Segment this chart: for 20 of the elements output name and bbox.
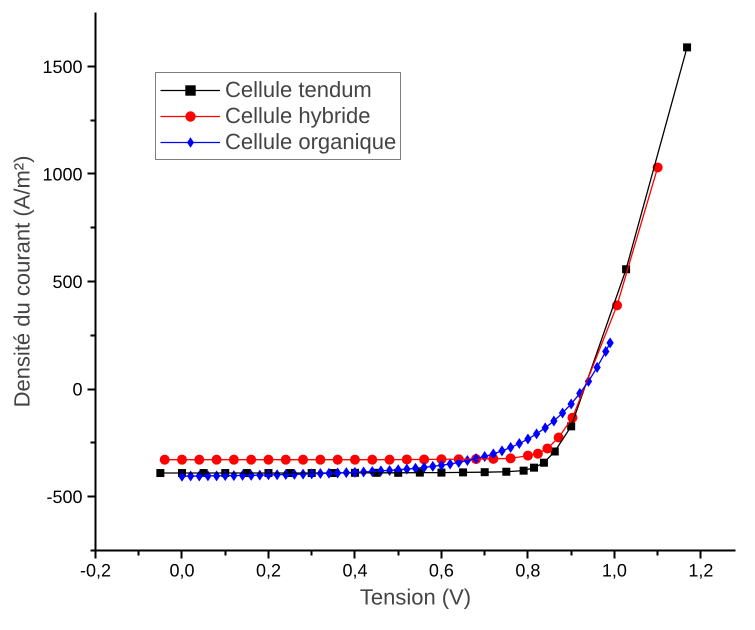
x-tick-label: -0,2: [80, 560, 112, 580]
legend-label: Cellule organique: [225, 129, 396, 155]
x-axis-title: Tension (V): [360, 584, 472, 610]
x-tick-label: 0,4: [342, 560, 368, 580]
legend-label: Cellule tendum: [225, 77, 372, 103]
y-tick-label: -500: [46, 487, 83, 508]
y-tick-label: 1500: [42, 56, 83, 77]
point: [683, 43, 692, 52]
x-tick-label: 1,2: [688, 560, 714, 580]
legend-label: Cellule hybride: [225, 103, 371, 129]
x-tick-label: 1,0: [602, 560, 627, 580]
y-axis-title: Densité du courant (A/m²): [9, 156, 34, 408]
y-tick-label: 0: [72, 380, 83, 400]
y-tick-label: 1000: [42, 164, 83, 184]
x-tick-label: 0,8: [515, 560, 540, 580]
y-tick-label: 500: [52, 272, 83, 292]
x-tick-label: 0,6: [428, 560, 454, 580]
x-tick-label: 0,2: [256, 560, 281, 580]
point: [156, 469, 164, 478]
x-tick-label: 0,0: [169, 560, 195, 580]
